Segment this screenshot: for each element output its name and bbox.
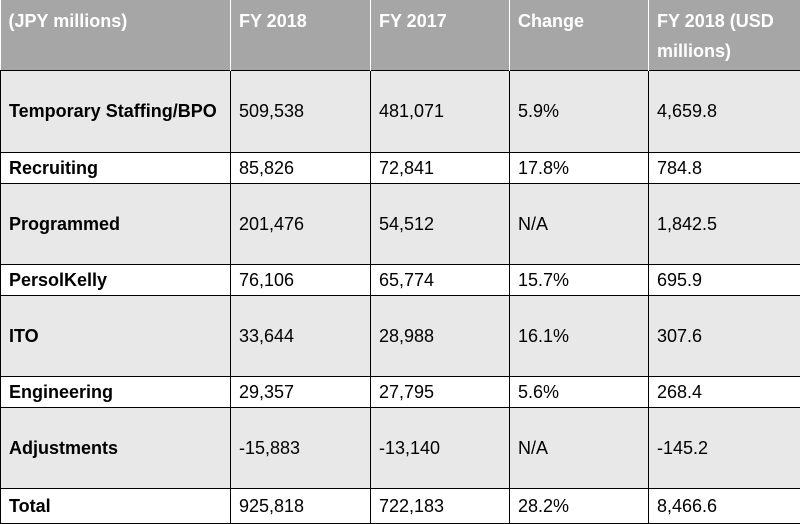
fy2018-value: 85,826 (231, 152, 371, 183)
usd-value: 784.8 (649, 152, 800, 183)
fy2018-value: -15,883 (231, 407, 371, 488)
change-value: 5.6% (510, 376, 649, 407)
change-value: 28.2% (510, 488, 649, 523)
fy2018-value: 925,818 (231, 488, 371, 523)
header-row: (JPY millions) FY 2018 FY 2017 Change FY… (1, 0, 800, 70)
row-label: Programmed (1, 183, 231, 264)
usd-value: 1,842.5 (649, 183, 800, 264)
fy2018-value: 201,476 (231, 183, 371, 264)
row-label: Temporary Staffing/BPO (1, 70, 231, 152)
fy2018-value: 29,357 (231, 376, 371, 407)
fy2017-value: 722,183 (371, 488, 510, 523)
change-value: 15.7% (510, 264, 649, 295)
row-label: Adjustments (1, 407, 231, 488)
fy2017-value: 72,841 (371, 152, 510, 183)
change-value: N/A (510, 183, 649, 264)
usd-value: 307.6 (649, 295, 800, 376)
row-label: Total (1, 488, 231, 523)
fy2017-value: 28,988 (371, 295, 510, 376)
fy2017-value: -13,140 (371, 407, 510, 488)
change-value: 5.9% (510, 70, 649, 152)
usd-value: -145.2 (649, 407, 800, 488)
usd-value: 8,466.6 (649, 488, 800, 523)
header-change: Change (510, 0, 649, 70)
row-label: ITO (1, 295, 231, 376)
header-fy2017: FY 2017 (371, 0, 510, 70)
change-value: 17.8% (510, 152, 649, 183)
usd-value: 4,659.8 (649, 70, 800, 152)
fy2017-value: 27,795 (371, 376, 510, 407)
change-value: N/A (510, 407, 649, 488)
row-label: Recruiting (1, 152, 231, 183)
fy2017-value: 65,774 (371, 264, 510, 295)
row-label: Engineering (1, 376, 231, 407)
fy2018-value: 33,644 (231, 295, 371, 376)
fy2018-value: 509,538 (231, 70, 371, 152)
usd-value: 268.4 (649, 376, 800, 407)
row-label: PersolKelly (1, 264, 231, 295)
fy2018-value: 76,106 (231, 264, 371, 295)
header-fy2018-usd: FY 2018 (USD millions) (649, 0, 800, 70)
usd-value: 695.9 (649, 264, 800, 295)
header-fy2018: FY 2018 (231, 0, 371, 70)
header-unit: (JPY millions) (1, 0, 231, 70)
fy2017-value: 481,071 (371, 70, 510, 152)
change-value: 16.1% (510, 295, 649, 376)
fy2017-value: 54,512 (371, 183, 510, 264)
